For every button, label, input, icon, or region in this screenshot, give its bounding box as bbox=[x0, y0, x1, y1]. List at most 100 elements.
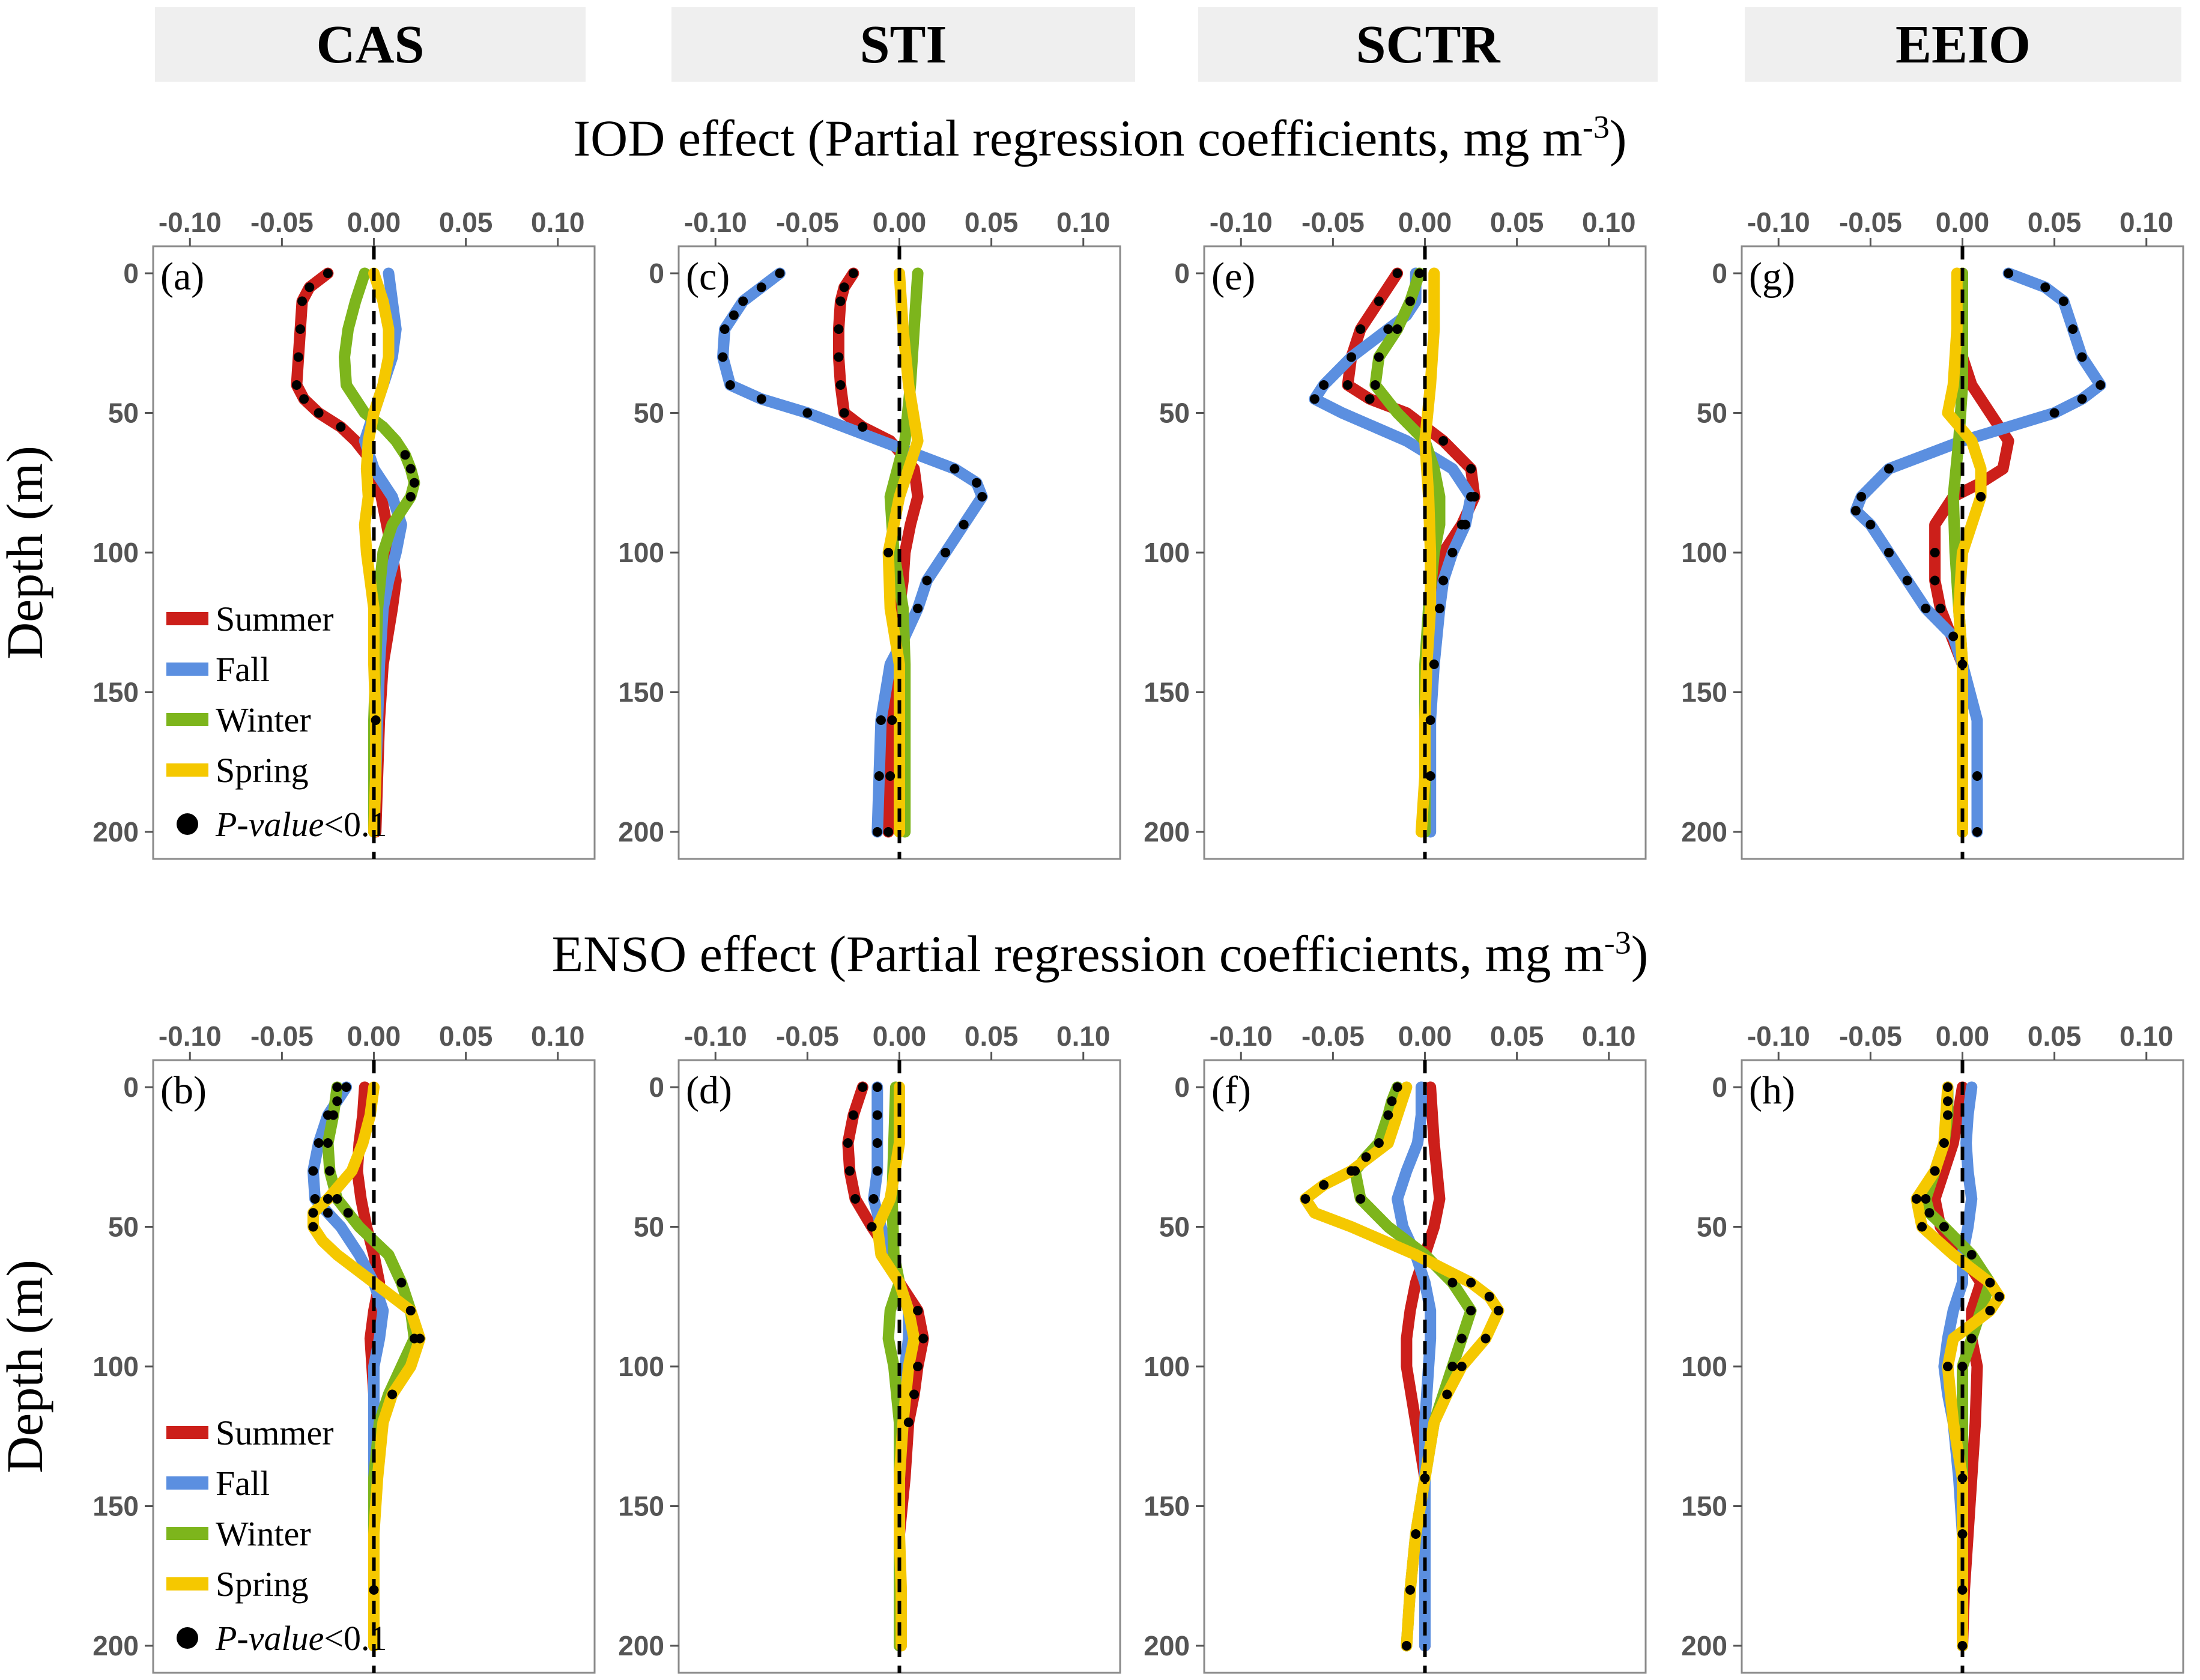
sig-point-fall bbox=[1447, 548, 1458, 557]
sig-point-winter bbox=[1939, 1138, 1949, 1148]
sig-point-winter bbox=[1939, 1222, 1949, 1232]
x-tick-label: -0.05 bbox=[1302, 207, 1365, 238]
sig-point-fall bbox=[725, 380, 735, 390]
panel-c: -0.10 -0.05 0.00 0.05 0.10 0 50 100 150 200 (c) bbox=[618, 207, 1121, 860]
sig-point-summer bbox=[913, 1306, 923, 1315]
sig-point-spring bbox=[1943, 1362, 1953, 1371]
sig-point-fall bbox=[972, 478, 982, 488]
sig-point-summer bbox=[909, 1389, 919, 1399]
x-tick-label: 0.10 bbox=[1582, 207, 1636, 238]
sig-point-summer bbox=[1466, 464, 1476, 474]
sig-point-winter bbox=[1370, 380, 1380, 390]
y-tick-label: 0 bbox=[1712, 1072, 1727, 1103]
panel-g: -0.10 -0.05 0.00 0.05 0.10 0 50 100 150 200 (g) bbox=[1681, 207, 2184, 860]
sig-point-winter bbox=[1957, 1529, 1968, 1539]
sig-point-spring bbox=[323, 1194, 333, 1204]
sig-point-winter bbox=[323, 1138, 333, 1148]
sig-point-fall bbox=[718, 352, 728, 362]
sig-point-summer bbox=[314, 408, 324, 418]
sig-point-fall bbox=[802, 408, 813, 418]
sig-point-winter bbox=[1405, 1585, 1415, 1595]
sig-point-winter bbox=[1447, 1278, 1458, 1288]
sig-point-spring bbox=[308, 1222, 318, 1232]
sig-point-fall bbox=[872, 1082, 882, 1092]
sig-point-fall bbox=[1435, 604, 1444, 613]
sig-point-summer bbox=[336, 422, 346, 432]
x-tick-label: 0.10 bbox=[1056, 207, 1111, 238]
x-tick-label: -0.10 bbox=[1747, 207, 1810, 238]
sig-point-spring bbox=[1917, 1222, 1927, 1232]
sig-point-fall bbox=[872, 827, 882, 837]
sig-point-summer bbox=[887, 715, 897, 725]
y-tick-label: 50 bbox=[1697, 1211, 1727, 1243]
sig-point-spring bbox=[308, 1208, 318, 1218]
sig-point-spring bbox=[1494, 1306, 1503, 1315]
sig-point-fall bbox=[720, 324, 730, 334]
sig-point-spring bbox=[883, 548, 894, 557]
sig-point-spring bbox=[1985, 1278, 1995, 1288]
sig-point-fall bbox=[310, 1194, 320, 1204]
sig-point-summer bbox=[903, 1418, 914, 1427]
sig-point-winter bbox=[405, 464, 416, 474]
sig-point-fall bbox=[1429, 660, 1439, 669]
sig-point-fall bbox=[1850, 506, 1861, 516]
sig-point-winter bbox=[1414, 268, 1425, 278]
series-line-spring bbox=[1415, 267, 1440, 838]
x-tick-label: 0.00 bbox=[347, 1020, 401, 1052]
sig-point-summer bbox=[1356, 324, 1366, 334]
legend-marker bbox=[177, 813, 198, 835]
sig-point-fall bbox=[959, 520, 969, 530]
sig-point-fall bbox=[977, 492, 987, 502]
panel-label: (f) bbox=[1211, 1069, 1251, 1112]
sig-point-summer bbox=[835, 296, 846, 306]
sig-point-fall bbox=[872, 1110, 882, 1120]
y-tick-label: 100 bbox=[1144, 537, 1190, 568]
y-tick-label: 100 bbox=[618, 537, 664, 568]
sig-point-winter bbox=[396, 1278, 407, 1288]
y-tick-label: 150 bbox=[1681, 1491, 1727, 1522]
legend-significance-prefix: P-value bbox=[215, 1619, 324, 1658]
sig-point-winter bbox=[1924, 1208, 1935, 1218]
x-tick-label: 0.05 bbox=[965, 1020, 1019, 1052]
sig-point-fall bbox=[1921, 604, 1931, 613]
sig-point-summer bbox=[883, 827, 894, 837]
sig-point-fall bbox=[738, 296, 748, 306]
y-tick-label: 100 bbox=[1681, 1351, 1727, 1382]
sig-point-spring bbox=[1930, 1166, 1940, 1176]
x-tick-label: 0.00 bbox=[873, 1020, 927, 1052]
sig-point-fall bbox=[941, 548, 951, 557]
sig-point-fall bbox=[874, 771, 884, 781]
x-tick-label: -0.10 bbox=[1210, 1020, 1273, 1052]
panel-label: (h) bbox=[1749, 1069, 1795, 1112]
y-tick-label: 200 bbox=[618, 816, 664, 848]
x-tick-label: 0.00 bbox=[1398, 1020, 1452, 1052]
sig-point-spring bbox=[1985, 1306, 1995, 1315]
y-tick-label: 200 bbox=[1144, 816, 1190, 848]
sig-point-fall bbox=[922, 575, 932, 586]
y-tick-label: 150 bbox=[618, 677, 664, 708]
iod-title-sup: -3 bbox=[1582, 109, 1610, 145]
sig-point-spring bbox=[1976, 492, 1986, 502]
panel-a: -0.10 -0.05 0.00 0.05 0.10 0 50 100 150 200 (a) Dep… bbox=[0, 207, 596, 860]
sig-point-fall bbox=[1902, 575, 1912, 586]
sig-point-summer bbox=[850, 1194, 860, 1204]
sig-point-fall bbox=[872, 1138, 882, 1148]
sig-point-summer bbox=[848, 1110, 858, 1120]
legend-label-summer: Summer bbox=[216, 1413, 334, 1452]
sig-point-fall bbox=[1972, 827, 1982, 837]
x-tick-label: -0.05 bbox=[776, 1020, 839, 1052]
x-tick-label: -0.10 bbox=[684, 1020, 747, 1052]
iod-title-text: IOD effect (Partial regression coefficie… bbox=[573, 109, 1583, 167]
sig-point-winter bbox=[329, 1110, 339, 1120]
sig-point-fall bbox=[1865, 520, 1876, 530]
sig-point-fall bbox=[2058, 296, 2068, 306]
sig-point-winter bbox=[1466, 1306, 1476, 1315]
sig-point-fall bbox=[308, 1166, 318, 1176]
region-header-sti: STI bbox=[671, 7, 1135, 82]
x-tick-label: 0.05 bbox=[965, 207, 1019, 238]
y-tick-label: 150 bbox=[92, 677, 139, 708]
sig-point-fall bbox=[1383, 324, 1393, 334]
panel-label: (c) bbox=[686, 255, 730, 299]
sig-point-fall bbox=[729, 310, 739, 320]
